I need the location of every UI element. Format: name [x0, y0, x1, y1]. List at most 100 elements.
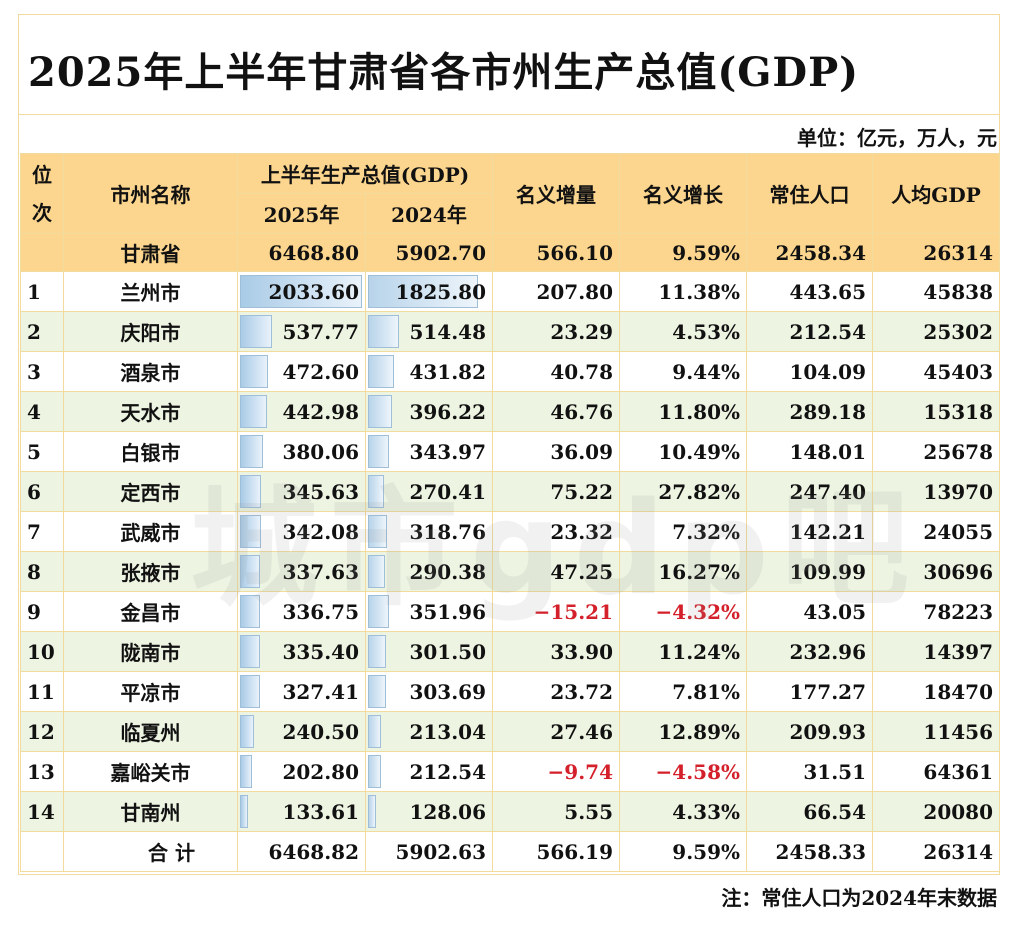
- row-growth: 11.38%: [619, 271, 748, 312]
- row-per-capita: 11456: [872, 711, 1001, 752]
- row-increase: 23.72: [492, 671, 621, 712]
- row-population: 209.93: [746, 711, 874, 752]
- gdp2025-bar: [240, 515, 261, 548]
- row-gdp2024-value: 270.41: [409, 479, 487, 504]
- row-increase: 46.76: [492, 391, 621, 432]
- row-gdp2025-value: 472.60: [282, 359, 359, 384]
- row-population: 104.09: [746, 351, 874, 392]
- gdp2024-bar: [368, 475, 384, 508]
- row-name: 武威市: [63, 511, 238, 552]
- gdp2024-bar: [368, 635, 386, 668]
- row-growth: −4.58%: [619, 751, 748, 792]
- gdp2024-bar: [368, 555, 385, 588]
- row-gdp2025: 342.08: [237, 511, 366, 552]
- gdp2025-bar: [240, 475, 261, 508]
- total-gdp2024: 5902.63: [364, 831, 494, 872]
- row-gdp2025-value: 336.75: [282, 599, 359, 624]
- province-population: 2458.34: [746, 233, 874, 272]
- row-population: 142.21: [746, 511, 874, 552]
- row-gdp2025: 133.61: [237, 791, 366, 832]
- row-per-capita: 64361: [872, 751, 1001, 792]
- province-gdp2025: 6468.80: [237, 233, 366, 272]
- row-growth: 4.53%: [619, 311, 748, 352]
- row-name: 白银市: [63, 431, 238, 472]
- row-population: 443.65: [746, 271, 874, 312]
- table-row: 3 酒泉市 472.60 431.82 40.78 9.44% 104.09 45403: [20, 351, 1001, 392]
- row-gdp2024-value: 396.22: [409, 399, 487, 424]
- gdp2024-bar: [368, 675, 386, 708]
- row-per-capita: 45403: [872, 351, 1001, 392]
- header-gdp-group: 上半年生产总值(GDP): [236, 153, 494, 194]
- gdp2025-bar: [240, 435, 263, 468]
- gdp2025-bar: [240, 315, 272, 348]
- row-gdp2025: 337.63: [237, 551, 366, 592]
- gdp2025-bar: [240, 595, 260, 628]
- total-row: 合 计 6468.82 5902.63 566.19 9.59% 2458.33…: [20, 831, 1001, 872]
- table-row: 6 定西市 345.63 270.41 75.22 27.82% 247.40 13970: [20, 471, 1001, 512]
- table-row: 4 天水市 442.98 396.22 46.76 11.80% 289.18 15318: [20, 391, 1001, 432]
- unit-label: 单位：亿元，万人，元: [797, 126, 997, 150]
- gdp2024-bar: [368, 755, 381, 788]
- header-row: 位次 市州名称 上半年生产总值(GDP) 名义增量 名义增长 常住人口 人均GD…: [20, 153, 1001, 234]
- row-gdp2024-value: 128.06: [409, 799, 487, 824]
- row-gdp2024-value: 351.96: [409, 599, 487, 624]
- row-gdp2024: 318.76: [364, 511, 494, 552]
- table-row: 5 白银市 380.06 343.97 36.09 10.49% 148.01 25678: [20, 431, 1001, 472]
- row-rank: 5: [20, 431, 64, 472]
- row-population: 247.40: [746, 471, 874, 512]
- row-gdp2024-value: 212.54: [409, 759, 487, 784]
- row-gdp2024-value: 290.38: [409, 559, 487, 584]
- table-row: 2 庆阳市 537.77 514.48 23.29 4.53% 212.54 25302: [20, 311, 1001, 352]
- row-population: 148.01: [746, 431, 874, 472]
- header-name: 市州名称: [63, 153, 238, 234]
- header-per-capita: 人均GDP: [872, 153, 1001, 234]
- gdp2025-bar: [240, 395, 267, 428]
- row-gdp2024: 303.69: [364, 671, 494, 712]
- row-gdp2024: 301.50: [364, 631, 494, 672]
- row-increase: 207.80: [492, 271, 621, 312]
- row-rank: 1: [20, 271, 64, 312]
- row-gdp2025: 442.98: [237, 391, 366, 432]
- province-rank: [20, 233, 64, 272]
- table-row: 11 平凉市 327.41 303.69 23.72 7.81% 177.27 18470: [20, 671, 1001, 712]
- row-gdp2024: 213.04: [364, 711, 494, 752]
- row-name: 甘南州: [63, 791, 238, 832]
- row-gdp2025-value: 133.61: [282, 799, 359, 824]
- row-growth: −4.32%: [619, 591, 748, 632]
- row-per-capita: 25302: [872, 311, 1001, 352]
- gdp2025-bar: [240, 555, 260, 588]
- row-gdp2024: 343.97: [364, 431, 494, 472]
- row-population: 232.96: [746, 631, 874, 672]
- row-increase: 23.29: [492, 311, 621, 352]
- row-gdp2025: 240.50: [237, 711, 366, 752]
- row-growth: 9.44%: [619, 351, 748, 392]
- row-per-capita: 14397: [872, 631, 1001, 672]
- title-divider: [18, 114, 1000, 115]
- table-row: 1 兰州市 2033.60 1825.80 207.80 11.38% 443.65 4583…: [20, 271, 1001, 312]
- row-population: 109.99: [746, 551, 874, 592]
- row-per-capita: 25678: [872, 431, 1001, 472]
- gdp2025-bar: [240, 635, 260, 668]
- row-gdp2025-value: 380.06: [282, 439, 359, 464]
- row-gdp2025-value: 345.63: [282, 479, 359, 504]
- row-name: 兰州市: [63, 271, 238, 312]
- row-increase: 75.22: [492, 471, 621, 512]
- gdp2024-bar: [368, 795, 376, 828]
- row-gdp2024-value: 213.04: [409, 719, 487, 744]
- table-row: 14 甘南州 133.61 128.06 5.55 4.33% 66.54 20080: [20, 791, 1001, 832]
- province-gdp2024: 5902.70: [364, 233, 494, 272]
- row-increase: 33.90: [492, 631, 621, 672]
- province-increase: 566.10: [492, 233, 621, 272]
- row-growth: 12.89%: [619, 711, 748, 752]
- row-rank: 6: [20, 471, 64, 512]
- gdp2024-bar: [368, 715, 381, 748]
- row-gdp2025: 472.60: [237, 351, 366, 392]
- total-rank: [20, 831, 64, 872]
- row-name: 庆阳市: [63, 311, 238, 352]
- row-rank: 3: [20, 351, 64, 392]
- row-gdp2024-value: 343.97: [409, 439, 487, 464]
- row-per-capita: 15318: [872, 391, 1001, 432]
- row-gdp2025: 380.06: [237, 431, 366, 472]
- row-name: 金昌市: [63, 591, 238, 632]
- table-row: 10 陇南市 335.40 301.50 33.90 11.24% 232.96 14397: [20, 631, 1001, 672]
